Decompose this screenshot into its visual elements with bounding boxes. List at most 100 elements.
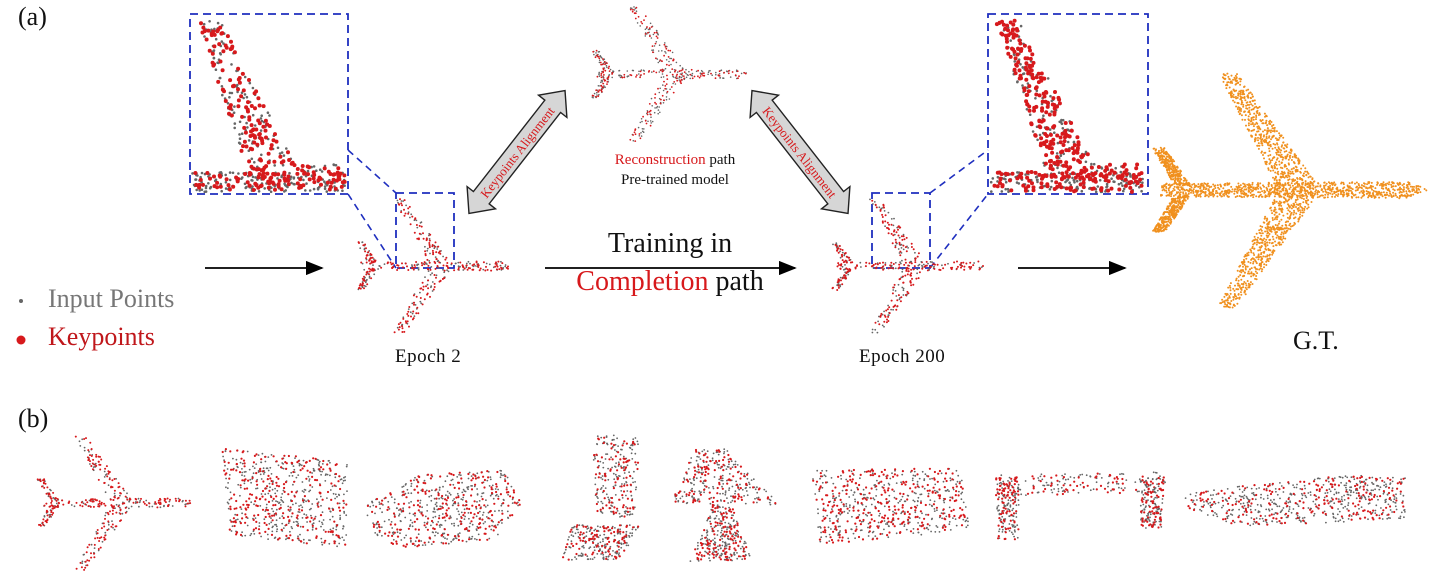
input-point	[665, 98, 668, 101]
input-point	[1396, 182, 1399, 185]
input-point	[647, 120, 649, 123]
input-point	[598, 61, 601, 64]
input-point	[1234, 188, 1237, 191]
keypoint	[226, 183, 231, 188]
input-point	[1219, 183, 1222, 186]
input-point	[1246, 101, 1249, 104]
input-point	[1261, 239, 1264, 242]
keypoint	[401, 204, 403, 207]
input-point	[1236, 269, 1239, 272]
keypoint	[841, 283, 844, 286]
keypoint	[403, 208, 405, 211]
keypoint	[370, 277, 373, 280]
input-point	[1171, 208, 1174, 211]
keypoint	[421, 281, 424, 284]
keypoint	[397, 323, 400, 326]
input-point	[890, 218, 893, 220]
keypoint	[868, 262, 871, 265]
input-point	[1266, 127, 1269, 130]
keypoint	[665, 47, 668, 50]
input-point	[238, 137, 242, 140]
input-point	[1405, 192, 1408, 195]
input-point	[1287, 169, 1290, 172]
keypoint	[433, 260, 436, 263]
input-point	[219, 171, 223, 174]
keypoint	[412, 301, 415, 304]
input-point	[1247, 282, 1250, 285]
input-point	[1277, 222, 1280, 225]
input-point	[368, 250, 371, 252]
input-point	[236, 83, 239, 87]
input-point	[1177, 186, 1180, 189]
input-point	[1280, 204, 1283, 207]
input-point	[1302, 164, 1305, 167]
input-point	[1242, 282, 1245, 285]
input-point	[609, 68, 612, 71]
input-point	[1288, 151, 1291, 154]
input-point	[1174, 209, 1177, 212]
keypoint	[425, 285, 427, 288]
input-point	[1288, 175, 1291, 178]
input-point	[839, 250, 841, 253]
keypoint	[401, 262, 403, 265]
input-point	[1271, 127, 1274, 130]
input-point	[1418, 188, 1421, 191]
input-point	[1308, 187, 1311, 190]
keypoint	[1057, 101, 1062, 106]
input-point	[1193, 194, 1196, 197]
input-point	[1273, 126, 1276, 129]
input-point	[1252, 262, 1255, 265]
keypoint	[608, 65, 610, 68]
input-point	[1363, 193, 1366, 196]
input-point	[658, 97, 661, 100]
input-point	[1243, 291, 1246, 294]
input-point	[245, 121, 248, 125]
input-point	[254, 176, 257, 179]
input-point	[1249, 188, 1252, 191]
input-point	[662, 76, 665, 78]
input-point	[1337, 193, 1340, 196]
input-point	[1263, 129, 1266, 132]
keypoint	[634, 129, 636, 132]
keypoint	[363, 279, 366, 282]
input-point	[1257, 191, 1260, 194]
input-point	[1289, 222, 1292, 225]
input-point	[1175, 211, 1177, 214]
keypoint	[649, 124, 652, 127]
keypoint	[1010, 28, 1015, 33]
input-point	[1255, 256, 1258, 259]
input-point	[504, 265, 507, 268]
keypoint	[295, 167, 300, 171]
input-point	[1197, 195, 1200, 197]
input-point	[269, 190, 273, 194]
input-point	[898, 298, 901, 301]
input-point	[1267, 167, 1270, 170]
input-point	[644, 28, 647, 31]
keypoint	[897, 294, 900, 297]
input-point	[947, 262, 949, 265]
keypoint	[1014, 27, 1019, 31]
input-point	[1199, 186, 1202, 189]
keypoint	[601, 86, 604, 88]
input-point	[1274, 184, 1277, 187]
input-point	[1282, 232, 1285, 235]
keypoint	[879, 209, 882, 212]
input-point	[1360, 190, 1363, 193]
input-point	[1245, 107, 1248, 110]
input-point	[902, 294, 905, 296]
input-point	[662, 89, 665, 92]
input-point	[1409, 185, 1412, 188]
keypoint	[306, 172, 310, 177]
input-point	[1378, 196, 1381, 199]
keypoint	[596, 75, 599, 78]
keypoint	[641, 22, 644, 25]
input-point	[1307, 191, 1309, 194]
keypoint	[224, 177, 229, 182]
keypoint	[646, 111, 649, 114]
input-point	[1252, 186, 1255, 189]
input-point	[1279, 151, 1282, 154]
keypoint	[665, 83, 668, 85]
keypoint	[366, 254, 369, 257]
keypoint	[682, 75, 685, 77]
input-point	[1309, 175, 1312, 178]
